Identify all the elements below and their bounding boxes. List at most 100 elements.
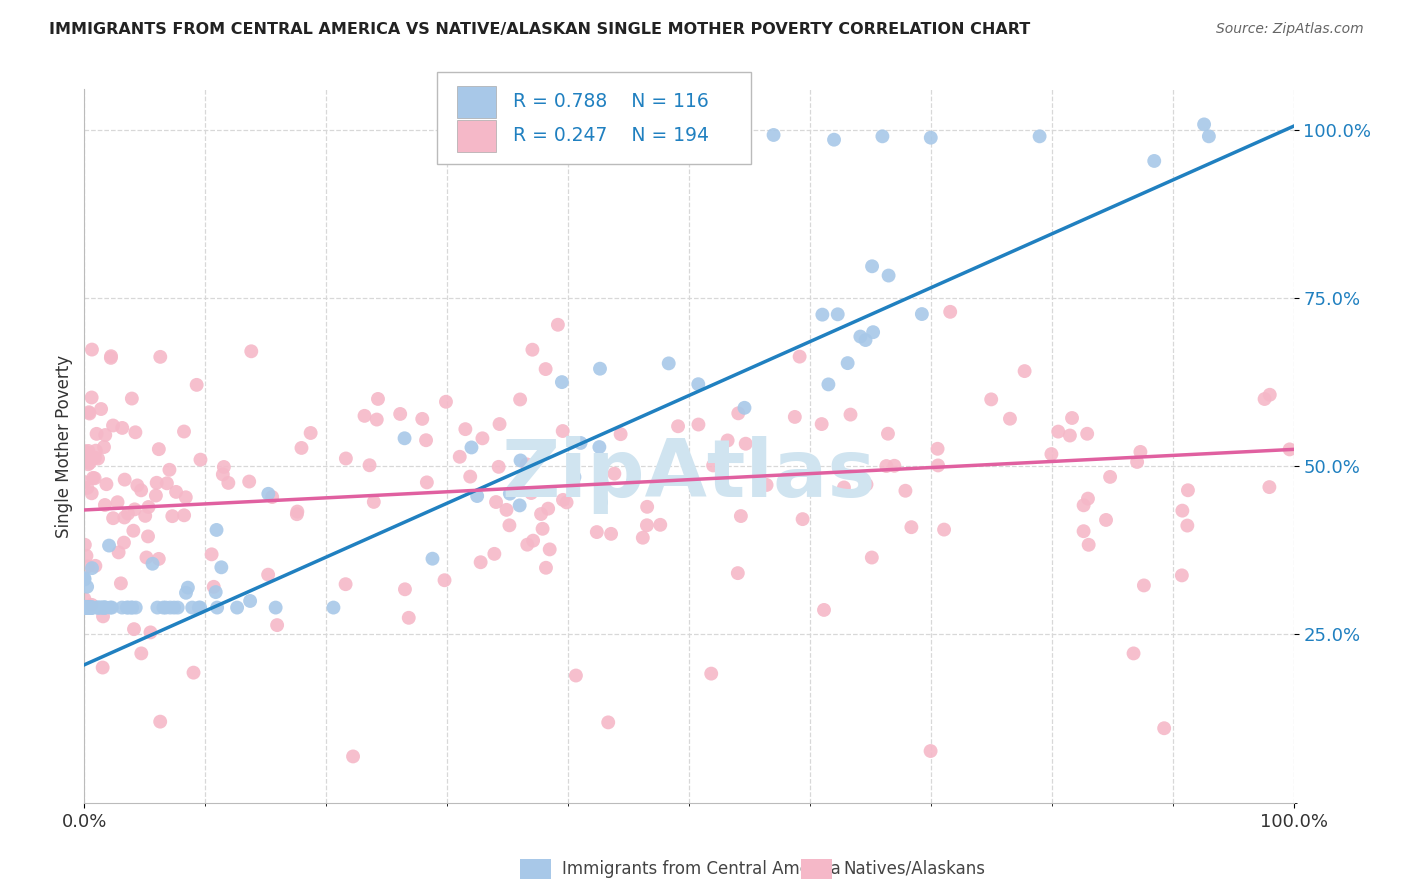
- Point: [883, 458, 905, 473]
- Point: [79, 456, 101, 470]
- Point: [702, 458, 724, 473]
- Point: [148, 442, 170, 457]
- Point: [86, 600, 108, 615]
- Point: [495, 503, 517, 517]
- Point: [551, 375, 574, 389]
- Point: [80, 600, 103, 615]
- Point: [1122, 647, 1144, 661]
- Point: [290, 441, 312, 455]
- Point: [700, 666, 723, 681]
- Point: [73, 600, 96, 615]
- Point: [73, 600, 96, 615]
- Point: [877, 426, 900, 441]
- Point: [115, 600, 138, 615]
- Point: [75, 600, 97, 615]
- Point: [212, 460, 235, 475]
- Point: [363, 495, 385, 509]
- Point: [79, 407, 101, 421]
- Point: [73, 600, 96, 615]
- Point: [217, 475, 239, 490]
- Point: [1047, 425, 1070, 439]
- Point: [73, 600, 96, 615]
- Point: [238, 475, 260, 489]
- Text: R = 0.788    N = 116: R = 0.788 N = 116: [513, 92, 709, 112]
- Point: [335, 451, 357, 466]
- Point: [1060, 411, 1083, 425]
- Point: [335, 577, 357, 591]
- Point: [136, 529, 159, 543]
- Point: [75, 600, 97, 615]
- Point: [122, 524, 145, 538]
- Point: [855, 333, 877, 347]
- Point: [1077, 491, 1099, 506]
- Point: [76, 559, 98, 574]
- Point: [422, 551, 444, 566]
- Point: [75, 600, 97, 615]
- Point: [862, 325, 884, 339]
- Point: [636, 500, 658, 514]
- Point: [1171, 503, 1194, 517]
- Point: [100, 351, 122, 365]
- Point: [900, 520, 922, 534]
- Point: [520, 486, 543, 500]
- Point: [509, 453, 531, 467]
- Point: [454, 422, 477, 436]
- Point: [75, 600, 97, 615]
- Point: [110, 576, 132, 591]
- Point: [366, 412, 388, 426]
- Point: [588, 440, 610, 454]
- Point: [77, 444, 100, 458]
- Point: [79, 600, 101, 615]
- Point: [80, 600, 103, 615]
- Point: [111, 421, 134, 435]
- Point: [598, 715, 620, 730]
- Point: [73, 600, 96, 615]
- Point: [183, 665, 205, 680]
- Point: [1133, 578, 1156, 592]
- Point: [156, 476, 179, 491]
- Point: [107, 545, 129, 559]
- Point: [135, 550, 157, 565]
- Point: [129, 647, 152, 661]
- Point: [73, 600, 96, 615]
- Point: [353, 409, 375, 423]
- Point: [855, 477, 877, 491]
- Point: [75, 600, 97, 615]
- Point: [810, 417, 832, 431]
- Point: [299, 425, 322, 440]
- Point: [75, 600, 97, 615]
- Point: [129, 483, 152, 498]
- Point: [77, 600, 100, 615]
- Point: [94, 498, 117, 512]
- Point: [322, 600, 344, 615]
- Point: [75, 599, 97, 614]
- Point: [609, 427, 631, 442]
- Point: [165, 484, 187, 499]
- Point: [124, 502, 146, 516]
- Point: [80, 343, 103, 357]
- Point: [111, 600, 134, 615]
- Point: [932, 523, 955, 537]
- Point: [73, 600, 96, 615]
- Point: [534, 561, 557, 575]
- Point: [470, 555, 492, 569]
- Point: [73, 475, 96, 489]
- Point: [911, 307, 934, 321]
- Point: [76, 580, 98, 594]
- Point: [77, 457, 100, 471]
- Point: [1278, 442, 1301, 457]
- Point: [75, 600, 97, 615]
- Point: [121, 600, 143, 615]
- Point: [173, 425, 195, 439]
- Point: [77, 600, 100, 615]
- Point: [117, 507, 139, 521]
- Point: [79, 600, 101, 615]
- Point: [139, 625, 162, 640]
- Point: [359, 458, 381, 473]
- Point: [209, 560, 232, 574]
- Point: [727, 566, 749, 581]
- Point: [77, 600, 100, 615]
- Point: [860, 550, 883, 565]
- Point: [73, 538, 96, 552]
- Point: [433, 573, 456, 587]
